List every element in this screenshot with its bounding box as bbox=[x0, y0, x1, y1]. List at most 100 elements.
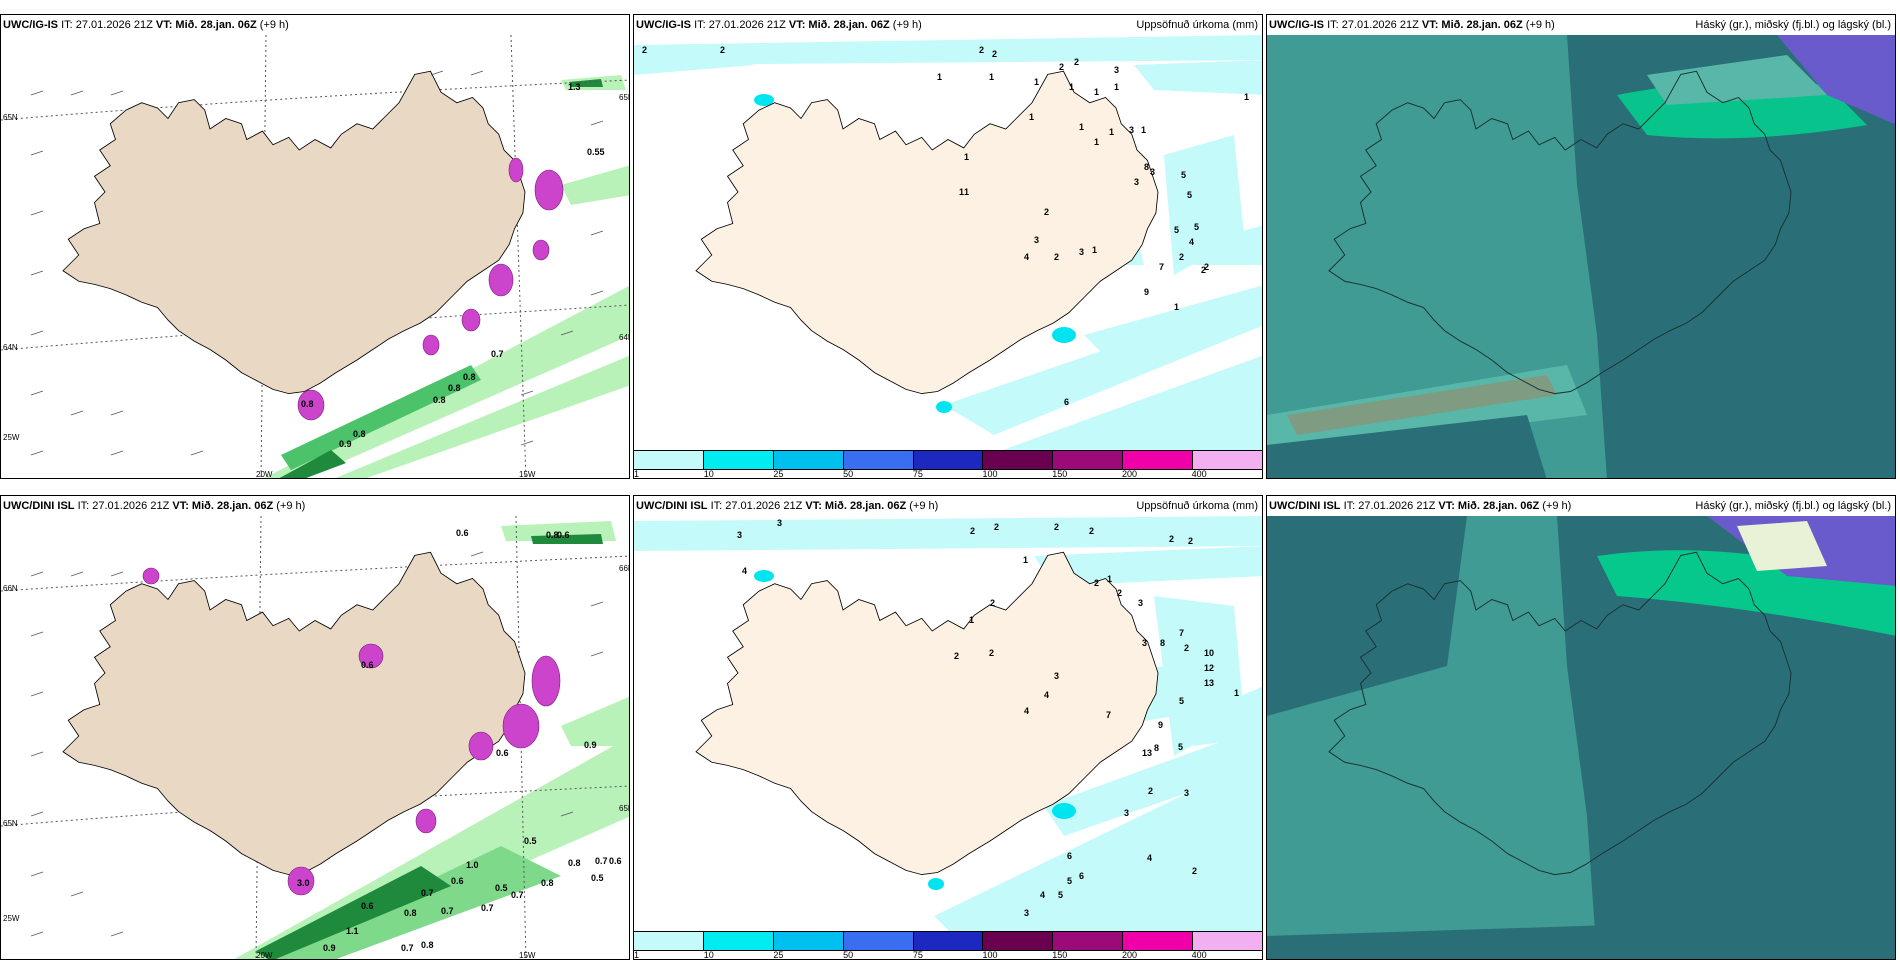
precip-value: 6 bbox=[1067, 851, 1072, 861]
precip-value: 5 bbox=[1058, 890, 1063, 900]
wind-value: 0.6 bbox=[456, 528, 469, 538]
panel-header: UWC/IG-IS IT: 27.01.2026 21Z VT: Mið. 28… bbox=[1, 15, 629, 35]
wind-bands bbox=[234, 521, 629, 959]
precip-value: 8 bbox=[1144, 162, 1149, 172]
map-wind-dini[interactable]: 66N 65N 20W 15W 25W 66N 65N 0.6 0.6 0.8 … bbox=[1, 516, 630, 960]
panel-title: Uppsöfnuð úrkoma (mm) bbox=[1136, 500, 1258, 512]
it-label: IT: 27.01.2026 21Z bbox=[1343, 500, 1436, 512]
precip-value: 3 bbox=[1150, 167, 1155, 177]
wind-value: 1.3 bbox=[568, 82, 581, 92]
precip-value: 3 bbox=[1134, 177, 1139, 187]
precip-value: 4 bbox=[1044, 690, 1049, 700]
grid-lines bbox=[1, 516, 629, 959]
it-label: IT: 27.01.2026 21Z bbox=[61, 19, 153, 31]
legend-swatch bbox=[1053, 932, 1124, 950]
precip-value: 2 bbox=[642, 45, 647, 55]
grid-label-left-2: 65N bbox=[3, 819, 18, 828]
precip-value: 8 bbox=[1160, 638, 1165, 648]
precip-value: 3 bbox=[1034, 235, 1039, 245]
wind-value: 1.0 bbox=[466, 860, 479, 870]
precip-value: 1 bbox=[1092, 245, 1097, 255]
map-wind-igis[interactable]: 65N 64N 20W 15W 25W 65N 64N 1.3 0.55 0.7… bbox=[1, 35, 629, 479]
wind-value: 0.7 bbox=[421, 888, 434, 898]
wind-value: 0.7 bbox=[595, 856, 608, 866]
legend-swatch bbox=[1193, 932, 1262, 950]
precip-value: 1 bbox=[1107, 574, 1112, 584]
map-precip-igis[interactable]: 2 2 2 2 2 2 3 1 1 1 1 1 1 1 1 1 1 1 1 2 … bbox=[634, 35, 1262, 478]
lead-label: (+9 h) bbox=[259, 19, 289, 31]
model-label: UWC/IG-IS bbox=[1269, 19, 1324, 31]
wind-value: 0.9 bbox=[584, 740, 597, 750]
precip-value: 3 bbox=[777, 518, 782, 528]
precip-value: 2 bbox=[1192, 866, 1197, 876]
wind-value: 0.7 bbox=[511, 890, 524, 900]
legend-swatch bbox=[913, 932, 984, 950]
map-clouds-dini[interactable] bbox=[1267, 516, 1895, 959]
precip-value: 1 bbox=[1141, 125, 1146, 135]
grid-label-bottom-1: 20W bbox=[256, 951, 273, 960]
precip-value: 9 bbox=[1144, 287, 1149, 297]
precip-value: 3 bbox=[1079, 247, 1084, 257]
panel-header: UWC/IG-IS IT: 27.01.2026 21Z VT: Mið. 28… bbox=[1267, 15, 1895, 35]
legend-label: 10 bbox=[703, 469, 714, 479]
legend-label: 50 bbox=[843, 950, 854, 960]
it-label: IT: 27.01.2026 21Z bbox=[1327, 19, 1419, 31]
precip-value: 2 bbox=[1054, 252, 1059, 262]
model-label: UWC/DINI ISL bbox=[1269, 500, 1341, 512]
precip-value: 7 bbox=[1106, 710, 1111, 720]
map-clouds-igis[interactable] bbox=[1267, 35, 1895, 478]
precip-value: 2 bbox=[1094, 578, 1099, 588]
panel-dini-clouds: UWC/DINI ISL IT: 27.01.2026 21Z VT: Mið.… bbox=[1266, 495, 1896, 960]
precip-value: 12 bbox=[1204, 663, 1214, 673]
grid-label-left-2: 64N bbox=[3, 343, 18, 352]
legend-label: 25 bbox=[773, 469, 784, 479]
precip-value: 5 bbox=[1179, 696, 1184, 706]
precip-value: 2 bbox=[994, 522, 999, 532]
precip-value: 1 bbox=[1094, 87, 1099, 97]
grid-label-left-1: 65N bbox=[3, 113, 18, 122]
precip-value: 6 bbox=[1064, 397, 1069, 407]
precip-value: 4 bbox=[1189, 237, 1194, 247]
precip-value: 1 bbox=[989, 72, 994, 82]
legend-label: 100 bbox=[982, 950, 998, 960]
precip-mid bbox=[754, 570, 1076, 890]
precip-value: 2 bbox=[1201, 265, 1206, 275]
wind-bands bbox=[264, 75, 629, 478]
map-precip-dini[interactable]: 3 3 2 2 2 2 2 2 4 1 2 1 1 2 2 3 7 8 10 1… bbox=[634, 516, 1262, 959]
legend-bar bbox=[634, 450, 1262, 470]
precip-value: 2 bbox=[970, 526, 975, 536]
wind-value: 0.6 bbox=[609, 856, 622, 866]
lead-label: (+9 h) bbox=[276, 500, 306, 512]
precip-value: 1 bbox=[937, 72, 942, 82]
legend-label: 25 bbox=[773, 950, 784, 960]
precip-legend: 1 10 25 50 75 100 150 200 400 bbox=[634, 450, 1262, 478]
precip-legend: 1 10 25 50 75 100 150 200 400 bbox=[634, 931, 1262, 959]
legend-swatch bbox=[703, 932, 774, 950]
precip-value: 1 bbox=[1069, 82, 1074, 92]
panel-dini-precip: UWC/DINI ISL IT: 27.01.2026 21Z VT: Mið.… bbox=[633, 495, 1263, 960]
precip-value: 1 bbox=[1234, 688, 1239, 698]
wind-value: 0.6 bbox=[557, 530, 570, 540]
legend-swatch bbox=[843, 932, 914, 950]
precip-value: 3 bbox=[1184, 788, 1189, 798]
wind-value: 0.8 bbox=[404, 908, 417, 918]
grid-label-right-1: 66N bbox=[619, 564, 630, 573]
precip-value: 4 bbox=[1040, 890, 1045, 900]
precip-value: 7 bbox=[1179, 628, 1184, 638]
precip-value: 8 bbox=[1154, 743, 1159, 753]
precip-value: 13 bbox=[1204, 678, 1214, 688]
precip-value: 2 bbox=[1184, 643, 1189, 653]
legend-label: 150 bbox=[1052, 950, 1068, 960]
precip-value: 2 bbox=[1059, 62, 1064, 72]
precip-value: 4 bbox=[1024, 706, 1029, 716]
precip-value: 5 bbox=[1178, 742, 1183, 752]
barbs bbox=[30, 551, 604, 937]
precip-mid bbox=[754, 94, 1076, 413]
wind-value: 0.8 bbox=[353, 429, 366, 439]
wind-value: 0.8 bbox=[546, 530, 559, 540]
precip-value: 2 bbox=[1089, 526, 1094, 536]
legend-swatch bbox=[913, 451, 984, 469]
panel-igis-wind: UWC/IG-IS IT: 27.01.2026 21Z VT: Mið. 28… bbox=[0, 14, 630, 479]
grid-label-bottom-2: 15W bbox=[519, 470, 536, 479]
wind-value: 0.5 bbox=[524, 836, 537, 846]
